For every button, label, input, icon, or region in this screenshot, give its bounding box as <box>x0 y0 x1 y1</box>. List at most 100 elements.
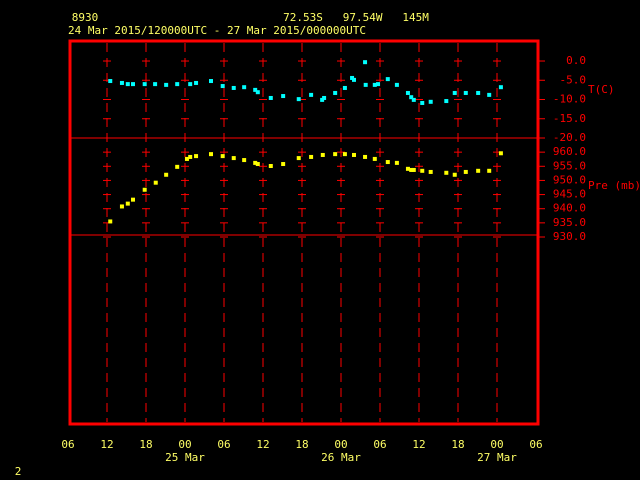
data-point <box>309 154 314 159</box>
data-point <box>411 97 416 102</box>
y-tick-label: 945.0 <box>553 188 586 201</box>
x-tick-label: 00 <box>178 438 191 451</box>
data-point <box>452 90 457 95</box>
data-point <box>131 82 135 87</box>
data-point <box>409 95 414 100</box>
data-point <box>209 79 213 84</box>
x-date-label: 27 Mar <box>477 451 517 464</box>
data-point <box>255 90 260 95</box>
y-tick-label: -15.0 <box>553 112 586 125</box>
data-point <box>372 156 377 161</box>
data-point <box>184 156 189 161</box>
data-point <box>142 82 147 87</box>
data-point <box>231 156 236 161</box>
data-point <box>253 87 258 92</box>
data-point <box>209 152 213 157</box>
data-point <box>487 168 492 173</box>
data-point <box>498 151 503 156</box>
data-point <box>125 201 130 206</box>
data-point <box>420 100 425 105</box>
x-tick-label: 00 <box>490 438 503 451</box>
data-point <box>333 152 338 157</box>
data-point <box>342 152 347 157</box>
y-tick-label: 0.0 <box>566 54 586 67</box>
x-tick-label: 18 <box>139 438 152 451</box>
x-tick-label: 06 <box>217 438 230 451</box>
data-point <box>108 79 113 84</box>
data-point <box>333 90 338 95</box>
y-tick-label: 955.0 <box>553 159 586 172</box>
y-tick-label: -10.0 <box>553 93 586 106</box>
data-point <box>342 85 347 90</box>
data-point <box>220 84 225 89</box>
data-point <box>164 172 169 177</box>
data-point <box>420 168 425 173</box>
data-point <box>476 168 481 173</box>
y-tick-label: -5.0 <box>560 73 587 86</box>
data-point <box>428 99 433 104</box>
data-point <box>175 82 180 87</box>
x-tick-label: 18 <box>451 438 464 451</box>
data-point <box>428 169 433 174</box>
data-point <box>108 219 113 224</box>
data-point <box>363 60 368 65</box>
data-point <box>411 167 416 172</box>
station-location: 72.53S 97.54W 145M <box>283 11 429 24</box>
data-point <box>405 90 410 95</box>
data-point <box>498 85 503 90</box>
data-point <box>372 82 377 87</box>
data-point <box>352 77 356 82</box>
data-point <box>268 164 273 169</box>
y-tick-label: -20.0 <box>553 131 586 144</box>
x-date-label: 25 Mar <box>165 451 205 464</box>
x-tick-label: 06 <box>373 438 386 451</box>
data-point <box>463 90 468 95</box>
axis-label: Pre (mb) <box>588 179 640 192</box>
data-point <box>444 99 449 104</box>
data-point <box>153 180 158 185</box>
data-point <box>376 82 381 87</box>
time-range: 24 Mar 2015/120000UTC - 27 Mar 2015/0000… <box>68 24 366 37</box>
data-point <box>231 85 236 90</box>
data-point <box>363 154 368 159</box>
data-point <box>142 187 147 192</box>
data-point <box>452 172 457 177</box>
data-point <box>363 82 368 87</box>
data-point <box>385 77 390 82</box>
x-tick-label: 06 <box>529 438 542 451</box>
data-point <box>444 170 449 175</box>
data-point <box>242 158 247 163</box>
data-point <box>463 169 468 174</box>
data-point <box>253 160 258 165</box>
data-point <box>175 164 180 169</box>
data-point <box>188 82 193 87</box>
data-point <box>131 197 135 202</box>
data-point <box>242 85 247 90</box>
data-point <box>119 80 124 85</box>
data-point <box>220 154 225 159</box>
data-point <box>125 82 130 87</box>
x-tick-label: 12 <box>412 438 425 451</box>
data-point <box>194 154 199 159</box>
y-tick-label: 950.0 <box>553 173 586 186</box>
y-tick-label: 940.0 <box>553 202 586 215</box>
data-point <box>119 204 124 209</box>
data-point <box>385 160 390 165</box>
axis-label: T(C) <box>588 83 615 96</box>
plot-frame <box>68 39 540 426</box>
data-point <box>153 82 158 87</box>
data-point <box>476 90 481 95</box>
data-point <box>255 162 260 167</box>
data-point <box>188 154 193 159</box>
data-point <box>281 162 286 167</box>
data-point <box>487 92 492 97</box>
data-point <box>268 95 273 100</box>
data-point <box>296 97 301 102</box>
data-point <box>352 152 356 157</box>
x-tick-label: 06 <box>61 438 74 451</box>
data-point <box>281 94 286 99</box>
y-tick-label: 935.0 <box>553 216 586 229</box>
page-number: 2 <box>15 465 22 478</box>
